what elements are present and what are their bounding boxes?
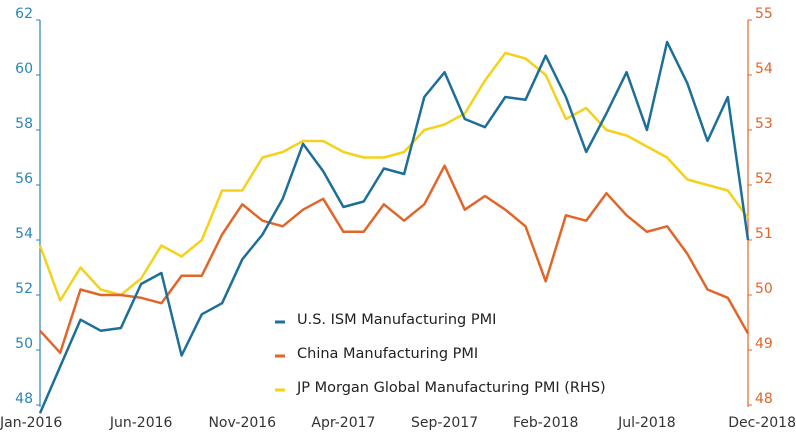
- y-tick-label: 60: [15, 61, 33, 77]
- y2-tick-label: 51: [755, 226, 773, 242]
- y2-tick-label: 55: [755, 6, 773, 22]
- y-tick-label: 54: [15, 226, 33, 242]
- legend-label: U.S. ISM Manufacturing PMI: [297, 312, 496, 328]
- y2-tick-label: 49: [755, 336, 773, 352]
- x-tick-label: Feb-2018: [513, 415, 578, 431]
- y2-tick-label: 48: [755, 391, 773, 407]
- x-tick-label: Dec-2018: [728, 415, 796, 431]
- x-tick-label: Sep-2017: [411, 415, 478, 431]
- x-tick-label: Jan-2016: [0, 415, 62, 431]
- x-tick-label: Apr-2017: [311, 415, 375, 431]
- y-tick-label: 52: [15, 281, 33, 297]
- x-tick-label: Jun-2016: [109, 415, 173, 431]
- y-tick-label: 48: [15, 391, 33, 407]
- y2-tick-label: 52: [755, 171, 773, 187]
- y-tick-label: 50: [15, 336, 33, 352]
- series-line: [38, 51, 750, 302]
- legend-label: China Manufacturing PMI: [297, 346, 478, 362]
- x-tick-label: Nov-2016: [208, 415, 276, 431]
- y-tick-label: 62: [15, 6, 33, 22]
- y-tick-label: 58: [15, 116, 33, 132]
- series-line: [39, 164, 750, 355]
- x-tick-label: Jul-2018: [617, 415, 676, 431]
- y2-tick-label: 53: [755, 116, 773, 132]
- y-tick-label: 56: [15, 171, 33, 187]
- legend-label: JP Morgan Global Manufacturing PMI (RHS): [296, 380, 606, 396]
- series-line: [38, 40, 750, 414]
- y2-tick-label: 50: [755, 281, 773, 297]
- y2-tick-label: 54: [755, 61, 773, 77]
